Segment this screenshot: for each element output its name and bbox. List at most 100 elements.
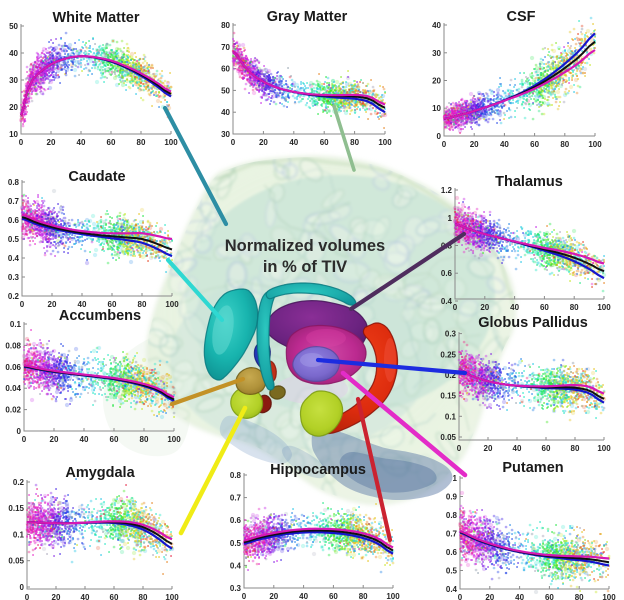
- svg-text:100: 100: [588, 140, 602, 149]
- svg-text:0: 0: [231, 138, 236, 147]
- svg-text:60: 60: [221, 65, 230, 74]
- svg-text:40: 40: [510, 303, 519, 312]
- svg-text:0.7: 0.7: [446, 530, 458, 539]
- svg-text:0.4: 0.4: [8, 254, 20, 263]
- svg-text:80: 80: [139, 593, 148, 600]
- svg-text:40: 40: [299, 592, 308, 600]
- svg-text:80: 80: [359, 592, 368, 600]
- svg-text:0.3: 0.3: [445, 330, 457, 339]
- svg-text:100: 100: [597, 444, 611, 453]
- svg-text:50: 50: [9, 22, 18, 31]
- svg-text:100: 100: [164, 138, 178, 147]
- svg-text:30: 30: [9, 76, 18, 85]
- svg-text:50: 50: [221, 86, 230, 95]
- svg-text:40: 40: [78, 300, 87, 309]
- svg-text:Thalamus: Thalamus: [495, 174, 563, 190]
- svg-text:60: 60: [107, 138, 116, 147]
- svg-text:0: 0: [458, 593, 463, 600]
- svg-text:30: 30: [432, 49, 441, 58]
- svg-text:1: 1: [453, 474, 458, 483]
- svg-text:60: 60: [530, 140, 539, 149]
- svg-text:70: 70: [221, 43, 230, 52]
- svg-text:80: 80: [570, 303, 579, 312]
- svg-text:20: 20: [50, 435, 59, 444]
- svg-text:80: 80: [140, 435, 149, 444]
- svg-text:0.08: 0.08: [5, 341, 21, 350]
- svg-text:0.9: 0.9: [446, 493, 458, 502]
- svg-text:40: 40: [9, 49, 18, 58]
- svg-text:60: 60: [545, 593, 554, 600]
- svg-text:0: 0: [19, 138, 24, 147]
- svg-text:0: 0: [442, 140, 447, 149]
- svg-text:20: 20: [484, 444, 493, 453]
- svg-text:20: 20: [480, 303, 489, 312]
- svg-text:0.1: 0.1: [10, 320, 22, 329]
- svg-text:60: 60: [110, 435, 119, 444]
- svg-text:0.4: 0.4: [230, 561, 242, 570]
- svg-text:20: 20: [52, 593, 61, 600]
- svg-text:20: 20: [485, 593, 494, 600]
- svg-text:60: 60: [110, 593, 119, 600]
- svg-text:Gray Matter: Gray Matter: [267, 9, 348, 25]
- svg-text:Normalized volumes: Normalized volumes: [225, 237, 385, 255]
- svg-text:0.5: 0.5: [230, 539, 242, 548]
- svg-text:80: 80: [350, 138, 359, 147]
- svg-text:100: 100: [386, 592, 400, 600]
- svg-text:40: 40: [515, 593, 524, 600]
- svg-text:20: 20: [47, 138, 56, 147]
- svg-text:60: 60: [320, 138, 329, 147]
- svg-text:0.3: 0.3: [230, 584, 242, 593]
- svg-text:0.8: 0.8: [230, 471, 242, 480]
- svg-text:10: 10: [432, 104, 441, 113]
- svg-text:0.7: 0.7: [230, 494, 242, 503]
- svg-text:60: 60: [542, 444, 551, 453]
- svg-text:40: 40: [289, 138, 298, 147]
- svg-text:100: 100: [165, 300, 179, 309]
- svg-text:0.5: 0.5: [8, 235, 20, 244]
- svg-text:80: 80: [137, 138, 146, 147]
- svg-text:0.3: 0.3: [8, 273, 20, 282]
- svg-text:40: 40: [500, 140, 509, 149]
- svg-text:0.5: 0.5: [446, 567, 458, 576]
- svg-text:80: 80: [575, 593, 584, 600]
- svg-text:0.4: 0.4: [446, 585, 458, 594]
- svg-text:40: 40: [513, 444, 522, 453]
- svg-text:20: 20: [432, 77, 441, 86]
- svg-text:40: 40: [221, 108, 230, 117]
- svg-text:0.6: 0.6: [8, 216, 20, 225]
- svg-text:0: 0: [20, 300, 25, 309]
- svg-text:0.25: 0.25: [440, 350, 456, 359]
- svg-text:Hippocampus: Hippocampus: [270, 462, 366, 478]
- svg-text:80: 80: [560, 140, 569, 149]
- svg-text:100: 100: [167, 435, 181, 444]
- svg-text:Globus Pallidus: Globus Pallidus: [478, 315, 588, 331]
- svg-text:100: 100: [165, 593, 179, 600]
- svg-text:0: 0: [242, 592, 247, 600]
- svg-text:0.2: 0.2: [445, 371, 457, 380]
- svg-text:0.8: 0.8: [8, 178, 20, 187]
- svg-text:0.2: 0.2: [8, 292, 20, 301]
- svg-text:1.2: 1.2: [441, 186, 453, 195]
- svg-text:0: 0: [22, 435, 27, 444]
- svg-text:20: 20: [269, 592, 278, 600]
- svg-text:60: 60: [329, 592, 338, 600]
- svg-text:Putamen: Putamen: [502, 460, 563, 476]
- svg-text:40: 40: [81, 593, 90, 600]
- svg-text:0.6: 0.6: [230, 516, 242, 525]
- svg-text:20: 20: [259, 138, 268, 147]
- svg-text:40: 40: [80, 435, 89, 444]
- svg-text:100: 100: [597, 303, 611, 312]
- svg-text:20: 20: [470, 140, 479, 149]
- svg-text:0: 0: [437, 132, 442, 141]
- svg-text:White Matter: White Matter: [53, 10, 140, 26]
- svg-text:40: 40: [432, 21, 441, 30]
- svg-text:0.1: 0.1: [445, 412, 457, 421]
- svg-text:0.8: 0.8: [446, 511, 458, 520]
- svg-text:60: 60: [108, 300, 117, 309]
- svg-text:Caudate: Caudate: [68, 169, 125, 185]
- svg-text:0.06: 0.06: [5, 363, 21, 372]
- svg-text:0.04: 0.04: [5, 384, 21, 393]
- svg-text:60: 60: [540, 303, 549, 312]
- svg-text:0: 0: [457, 444, 462, 453]
- svg-text:in % of TIV: in % of TIV: [263, 258, 347, 276]
